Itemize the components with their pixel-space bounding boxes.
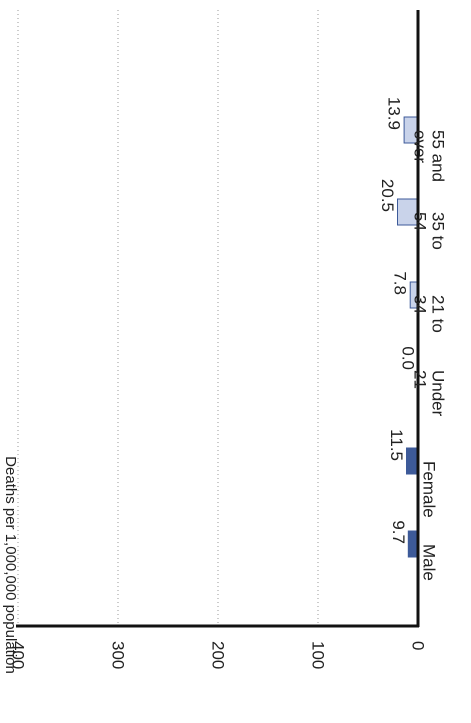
category-label: Under21 <box>411 370 448 417</box>
tick-label: 200 <box>209 641 228 669</box>
data-label: 9.7 <box>389 520 408 544</box>
category-label: Female <box>420 461 439 518</box>
data-label: 20.5 <box>378 179 397 212</box>
tick-label: 300 <box>109 641 128 669</box>
tick-label: 100 <box>309 641 328 669</box>
data-label: 7.8 <box>391 271 410 295</box>
category-label: 35 to54 <box>411 212 448 250</box>
category-label: 21 to34 <box>411 295 448 333</box>
value-axis-title: Deaths per 1,000,000 population <box>2 456 19 674</box>
tick-label: 0 <box>409 641 428 650</box>
bar <box>406 447 419 475</box>
bars <box>397 116 419 558</box>
gridlines <box>17 10 319 626</box>
category-labels: Male Female Under21 21 to34 35 to54 55 andove… <box>411 130 448 581</box>
data-label: 13.9 <box>385 97 404 130</box>
data-label: 11.5 <box>387 429 406 461</box>
category-label: Male <box>420 544 439 581</box>
plot-area: 0 100 200 300 400 Male Female Under21 21 to34 35… <box>9 10 448 669</box>
tick-labels: 0 100 200 300 400 <box>9 641 428 669</box>
tick-label: 400 <box>9 641 28 669</box>
category-label: 55 andover <box>411 130 448 182</box>
data-label: 0.0 <box>399 346 418 370</box>
data-labels: 9.7 11.5 0.0 7.8 20.5 13.9 <box>378 97 418 544</box>
